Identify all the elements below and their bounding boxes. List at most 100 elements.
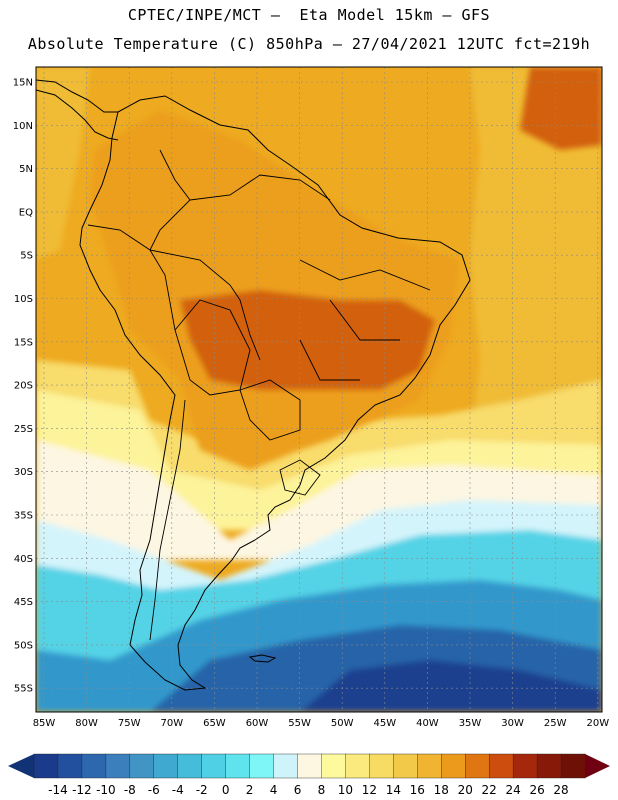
lon-label: 65W (203, 718, 226, 729)
colorbar-cell (512, 753, 538, 779)
graticule (36, 67, 602, 712)
lon-label: 50W (331, 718, 354, 729)
colorbar-label: 8 (318, 783, 326, 797)
lon-label: 85W (33, 718, 56, 729)
colorbar-label: 0 (222, 783, 230, 797)
colorbar-high-arrow (585, 754, 610, 778)
latitude-labels: 15N 10N 5N EQ 5S 10S 15S 20S 25S 30S 35S 40S 45S 50S 5… (13, 78, 33, 695)
central-america-coastline (36, 89, 119, 141)
field-gold-pacific (36, 67, 90, 260)
lon-label: 30W (501, 718, 524, 729)
lon-label: 20W (586, 718, 609, 729)
south-america-coastline (79, 95, 471, 691)
border-brazil-north (189, 174, 331, 201)
colorbar-label: -2 (196, 783, 208, 797)
map-frame (35, 66, 603, 713)
lat-label: 5N (19, 164, 33, 175)
lat-label: 10N (13, 121, 33, 132)
lat-label: 45S (14, 597, 33, 608)
colorbar-cell (536, 753, 562, 779)
border-brazil-west (149, 249, 261, 361)
field-hot-spot-atlantic (520, 67, 602, 150)
colorbar-cell (321, 753, 347, 779)
lon-label: 70W (160, 718, 183, 729)
colorbar-label: 18 (434, 783, 449, 797)
colorbar-label: -14 (48, 783, 68, 797)
colorbar-label: -10 (96, 783, 116, 797)
field-warm-core-brazil (180, 290, 435, 390)
colorbar-label: -12 (72, 783, 92, 797)
field-gold-east (470, 67, 602, 470)
lat-label: EQ (19, 207, 33, 218)
colorbar-cell (417, 753, 442, 779)
colorbar-label: 6 (294, 783, 302, 797)
longitude-labels: 85W 80W 75W 70W 65W 60W 55W 50W 45W 40W 35W 30W 25W 2… (33, 718, 610, 729)
lat-label: 5S (20, 251, 33, 262)
lat-label: 15S (14, 337, 33, 348)
colorbar-cell (225, 753, 251, 779)
central-america-coastline-north (36, 79, 118, 113)
colorbar-label: 26 (529, 783, 544, 797)
lat-label: 35S (14, 511, 33, 522)
border-bolivia (174, 299, 251, 396)
border-uruguay (279, 459, 321, 496)
colorbar-label: 14 (386, 783, 401, 797)
lon-label: 45W (373, 718, 396, 729)
state-borders-brazil (299, 259, 431, 381)
lat-label: 10S (14, 294, 33, 305)
colorbar-label: 2 (246, 783, 254, 797)
lon-label: 35W (459, 718, 482, 729)
coastlines (36, 79, 471, 691)
colorbar-cell (33, 753, 59, 779)
lon-label: 75W (118, 718, 141, 729)
lat-label: 15N (13, 78, 33, 89)
colorbar-cell (560, 753, 586, 779)
colorbar-label: 20 (458, 783, 473, 797)
colorbar-cell (465, 753, 490, 779)
border-colombia-venezuela (149, 149, 191, 251)
lon-label: 55W (288, 718, 311, 729)
colorbar-cell (345, 753, 370, 779)
colorbar-cell (81, 753, 107, 779)
lat-label: 20S (14, 381, 33, 392)
colorbar-cell (57, 753, 83, 779)
colorbar-cell (393, 753, 418, 779)
lat-label: 50S (14, 640, 33, 651)
lat-label: 40S (14, 554, 33, 565)
colorbar: -14 -12 -10 -8 -6 -4 -2 0 2 4 6 8 10 12 14 16 18 20 22 24 26… (8, 753, 610, 797)
colorbar-label: 4 (270, 783, 278, 797)
colorbar-label: -8 (124, 783, 136, 797)
lon-label: 60W (246, 718, 269, 729)
colorbar-cell (273, 753, 299, 779)
colorbar-cell (249, 753, 275, 779)
colorbar-label: 24 (505, 783, 520, 797)
colorbar-cell (488, 753, 514, 779)
colorbar-cell (201, 753, 227, 779)
lat-label: 25S (14, 424, 33, 435)
colorbar-label: 12 (362, 783, 377, 797)
colorbar-cell (177, 753, 203, 779)
colorbar-label: -4 (172, 783, 184, 797)
title-line-2: Absolute Temperature (C) 850hPa — 27/04/… (27, 35, 591, 53)
colorbar-label: 28 (553, 783, 568, 797)
colorbar-cell (369, 753, 394, 779)
colorbar-low-arrow (8, 754, 34, 778)
colorbar-label: -6 (148, 783, 160, 797)
colorbar-cell (297, 753, 323, 779)
colorbar-cell (441, 753, 466, 779)
lon-label: 25W (544, 718, 567, 729)
lon-label: 80W (75, 718, 98, 729)
lat-label: 30S (14, 467, 33, 478)
border-paraguay (239, 379, 301, 441)
lat-label: 55S (14, 684, 33, 695)
lon-label: 40W (416, 718, 439, 729)
colorbar-label: 16 (410, 783, 425, 797)
colorbar-cell (153, 753, 179, 779)
colorbar-cell (129, 753, 155, 779)
colorbar-cell (105, 753, 131, 779)
falkland-islands (248, 654, 277, 663)
title-line-1: CPTEC/INPE/MCT — Eta Model 15km — GFS (127, 6, 491, 24)
colorbar-label: 10 (338, 783, 353, 797)
border-argentina-chile (149, 399, 186, 641)
